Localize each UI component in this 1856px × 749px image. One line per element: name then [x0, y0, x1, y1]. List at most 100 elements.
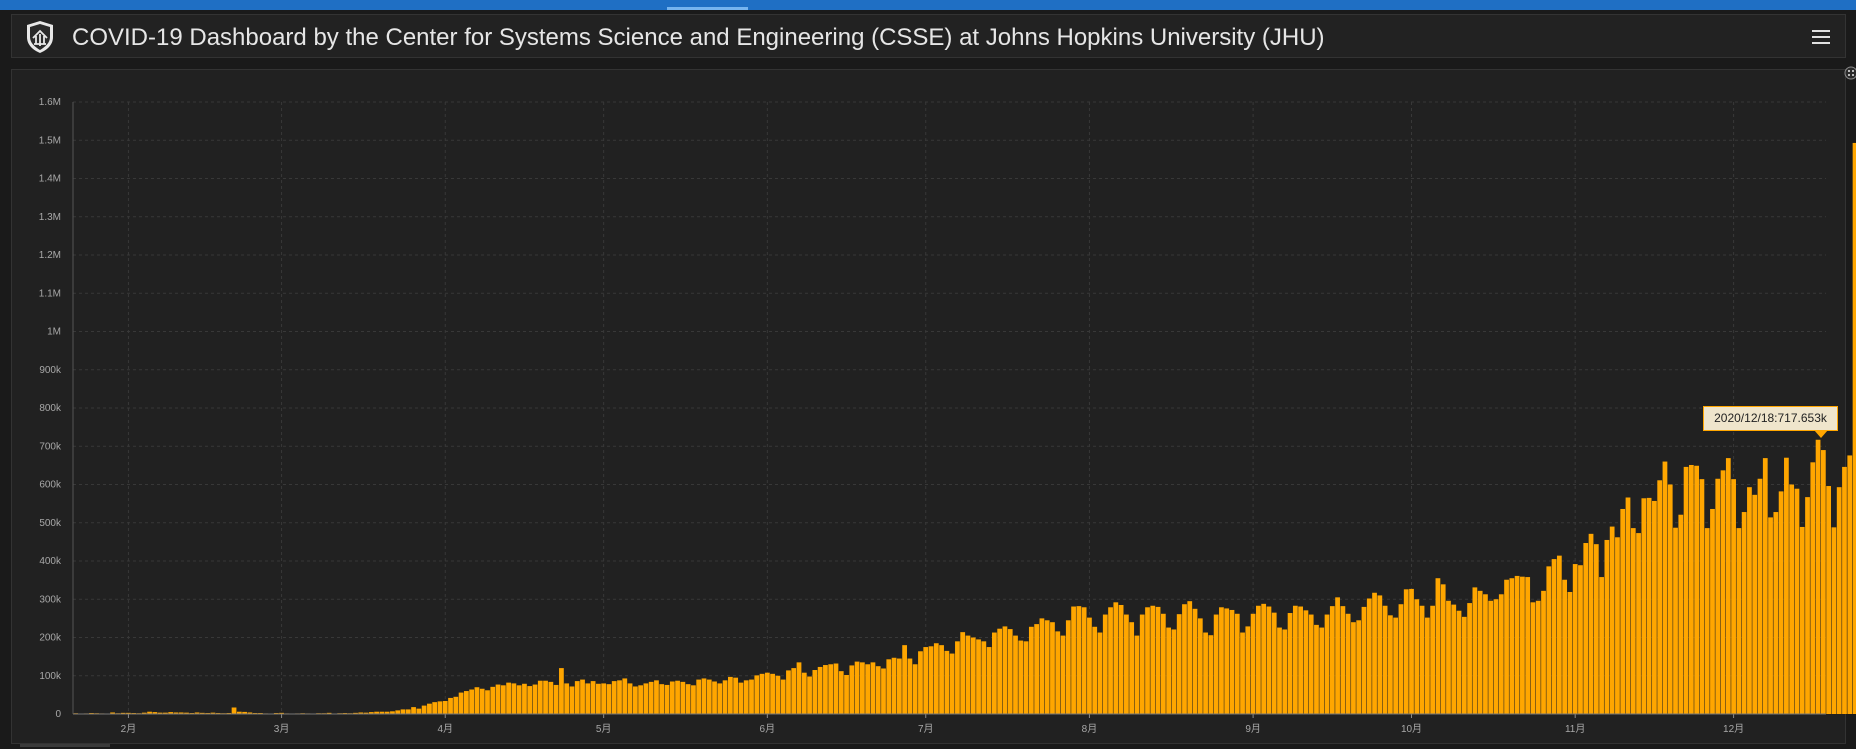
chart-bar[interactable]	[1768, 517, 1773, 714]
chart-bar[interactable]	[1551, 559, 1557, 714]
chart-bar[interactable]	[1097, 632, 1103, 714]
chart-bar[interactable]	[638, 685, 643, 714]
chart-bar[interactable]	[838, 671, 844, 714]
chart-bar[interactable]	[1662, 461, 1668, 714]
hamburger-menu-icon[interactable]	[1807, 23, 1835, 51]
chart-bar[interactable]	[379, 711, 385, 714]
chart-bar[interactable]	[1419, 605, 1425, 714]
chart-bar[interactable]	[749, 679, 754, 714]
chart-bar[interactable]	[1747, 487, 1752, 714]
chart-bar[interactable]	[173, 712, 179, 714]
chart-bar[interactable]	[442, 701, 448, 714]
chart-bar[interactable]	[786, 670, 791, 714]
chart-bar[interactable]	[643, 683, 649, 714]
chart-bar[interactable]	[780, 679, 786, 714]
chart-bar[interactable]	[1842, 466, 1847, 714]
chart-bar[interactable]	[236, 711, 242, 714]
chart-bar[interactable]	[1493, 599, 1499, 714]
chart-bar[interactable]	[1815, 439, 1821, 714]
chart-bar[interactable]	[1572, 564, 1578, 714]
chart-bar[interactable]	[363, 712, 369, 714]
chart-bar[interactable]	[817, 666, 823, 714]
chart-bar[interactable]	[1403, 589, 1409, 714]
chart-bar[interactable]	[527, 686, 533, 714]
chart-bar[interactable]	[1345, 613, 1351, 714]
chart-bar[interactable]	[1388, 615, 1393, 714]
chart-bar[interactable]	[1430, 605, 1435, 714]
chart-bar[interactable]	[463, 691, 469, 714]
chart-bar[interactable]	[1461, 616, 1467, 714]
chart-bar[interactable]	[1451, 604, 1457, 714]
chart-bar[interactable]	[1525, 577, 1531, 714]
chart-bar[interactable]	[506, 682, 511, 714]
chart-bar[interactable]	[986, 647, 992, 714]
chart-bar[interactable]	[1773, 512, 1779, 714]
chart-bar[interactable]	[543, 680, 548, 714]
chart-bar[interactable]	[1620, 508, 1626, 714]
chart-bar[interactable]	[1778, 491, 1784, 714]
chart-bar[interactable]	[168, 712, 174, 714]
chart-bar[interactable]	[559, 668, 564, 714]
chart-bar[interactable]	[849, 665, 855, 714]
chart-bar[interactable]	[1192, 608, 1198, 714]
chart-bar[interactable]	[1514, 575, 1520, 714]
chart-bar[interactable]	[881, 668, 886, 714]
chart-bar[interactable]	[590, 681, 596, 714]
chart-bar[interactable]	[928, 646, 934, 714]
chart-bar[interactable]	[1229, 609, 1235, 714]
chart-bar[interactable]	[1673, 527, 1678, 714]
chart-bar[interactable]	[120, 712, 126, 714]
chart-bar[interactable]	[1794, 488, 1800, 714]
chart-bar[interactable]	[886, 659, 892, 714]
chart-bar[interactable]	[1340, 606, 1346, 714]
chart-bar[interactable]	[659, 684, 665, 714]
chart-bar[interactable]	[411, 707, 416, 714]
chart-bar[interactable]	[1287, 613, 1293, 714]
chart-bar[interactable]	[1599, 577, 1604, 714]
chart-bar[interactable]	[1667, 484, 1673, 715]
chart-bar[interactable]	[770, 673, 775, 714]
chart-bar[interactable]	[1472, 587, 1478, 714]
chart-bar[interactable]	[1657, 480, 1663, 714]
chart-bar[interactable]	[537, 680, 543, 714]
chart-bar[interactable]	[384, 711, 390, 714]
chart-bar[interactable]	[1160, 613, 1166, 714]
chart-bar[interactable]	[654, 680, 659, 714]
chart-bar[interactable]	[1208, 635, 1214, 714]
chart-bar[interactable]	[1013, 635, 1018, 714]
chart-bar[interactable]	[1424, 617, 1430, 714]
chart-bar[interactable]	[490, 686, 496, 714]
chart-bar[interactable]	[712, 681, 717, 714]
chart-bar[interactable]	[1139, 614, 1145, 714]
chart-bar[interactable]	[1504, 579, 1509, 714]
chart-bar[interactable]	[1641, 498, 1647, 714]
chart-bar[interactable]	[1129, 622, 1135, 714]
chart-bar[interactable]	[1071, 606, 1076, 714]
chart-bar[interactable]	[1155, 606, 1161, 714]
chart-bar[interactable]	[458, 692, 464, 714]
chart-bar[interactable]	[738, 682, 744, 714]
chart-bar[interactable]	[606, 684, 612, 714]
chart-bar[interactable]	[844, 674, 849, 714]
chart-bar[interactable]	[828, 664, 834, 714]
chart-bar[interactable]	[141, 712, 147, 714]
chart-bar[interactable]	[1329, 606, 1335, 714]
chart-bar[interactable]	[516, 685, 522, 714]
chart-bar[interactable]	[860, 662, 865, 714]
chart-bar[interactable]	[479, 688, 485, 714]
chart-bar[interactable]	[1372, 592, 1377, 714]
chart-bar[interactable]	[1836, 487, 1842, 714]
chart-bar[interactable]	[1308, 614, 1314, 714]
chart-bar[interactable]	[960, 632, 966, 714]
chart-bar[interactable]	[1736, 528, 1742, 714]
chart-bar[interactable]	[733, 677, 739, 714]
chart-bar[interactable]	[1060, 635, 1066, 714]
chart-bar[interactable]	[875, 666, 881, 714]
chart-bar[interactable]	[1044, 620, 1050, 714]
chart-bar[interactable]	[1646, 497, 1652, 714]
chart-bar[interactable]	[1820, 450, 1826, 714]
chart-bar[interactable]	[1546, 566, 1552, 714]
chart-bar[interactable]	[1271, 612, 1277, 714]
chart-bar[interactable]	[1483, 594, 1488, 714]
chart-bar[interactable]	[1683, 466, 1689, 714]
